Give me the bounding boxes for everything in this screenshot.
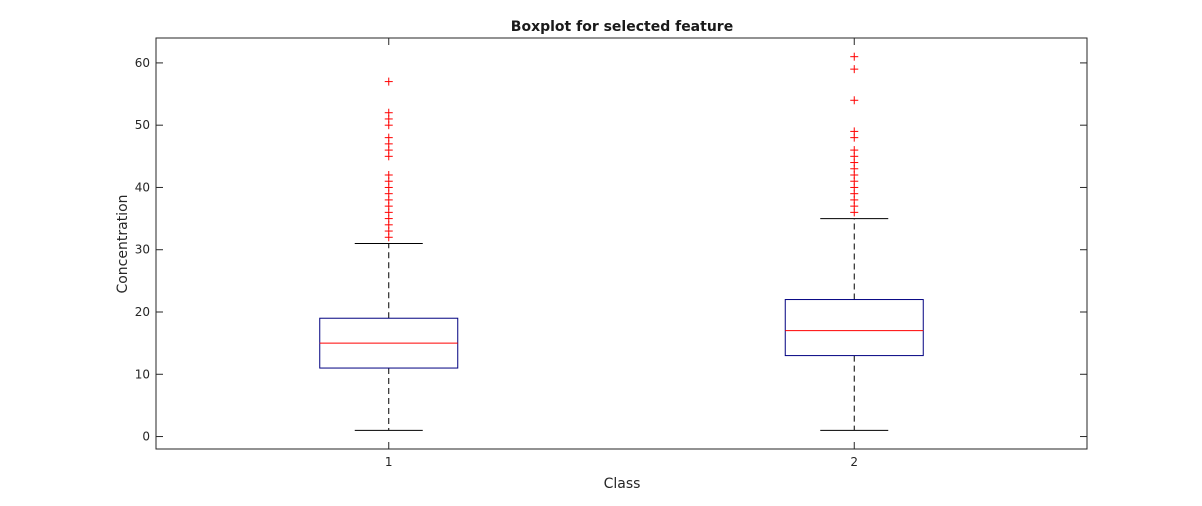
- box-group-1: [319, 77, 459, 431]
- outlier-point: [384, 108, 393, 117]
- outlier-point: [850, 127, 859, 136]
- y-tick-label: 40: [135, 180, 150, 194]
- y-axis-label: Concentration: [115, 194, 131, 293]
- outlier-point: [384, 171, 393, 179]
- outlier-point: [850, 65, 859, 74]
- outlier-point: [850, 146, 859, 155]
- outlier-point: [850, 96, 859, 105]
- box-iqr: [784, 299, 924, 357]
- chart-title: Boxplot for selected feature: [511, 19, 733, 35]
- y-tick-label: 0: [142, 430, 150, 444]
- y-axis: 0 10 20 30 40 50 60: [135, 56, 1087, 444]
- y-tick-label: 30: [135, 243, 150, 257]
- plot-area: [155, 37, 1088, 450]
- y-tick-label: 10: [135, 367, 150, 381]
- outlier-point: [384, 133, 393, 142]
- y-tick-label: 20: [135, 305, 150, 319]
- x-axis-label: Class: [604, 476, 641, 492]
- y-tick-label: 60: [135, 56, 150, 70]
- outlier-point: [384, 77, 393, 86]
- outlier-point: [850, 52, 859, 61]
- x-tick-label: 1: [385, 455, 393, 469]
- box-group-2: [784, 52, 924, 431]
- y-tick-label: 50: [135, 118, 150, 132]
- boxes-layer: [319, 52, 924, 431]
- x-tick-label: 2: [850, 455, 858, 469]
